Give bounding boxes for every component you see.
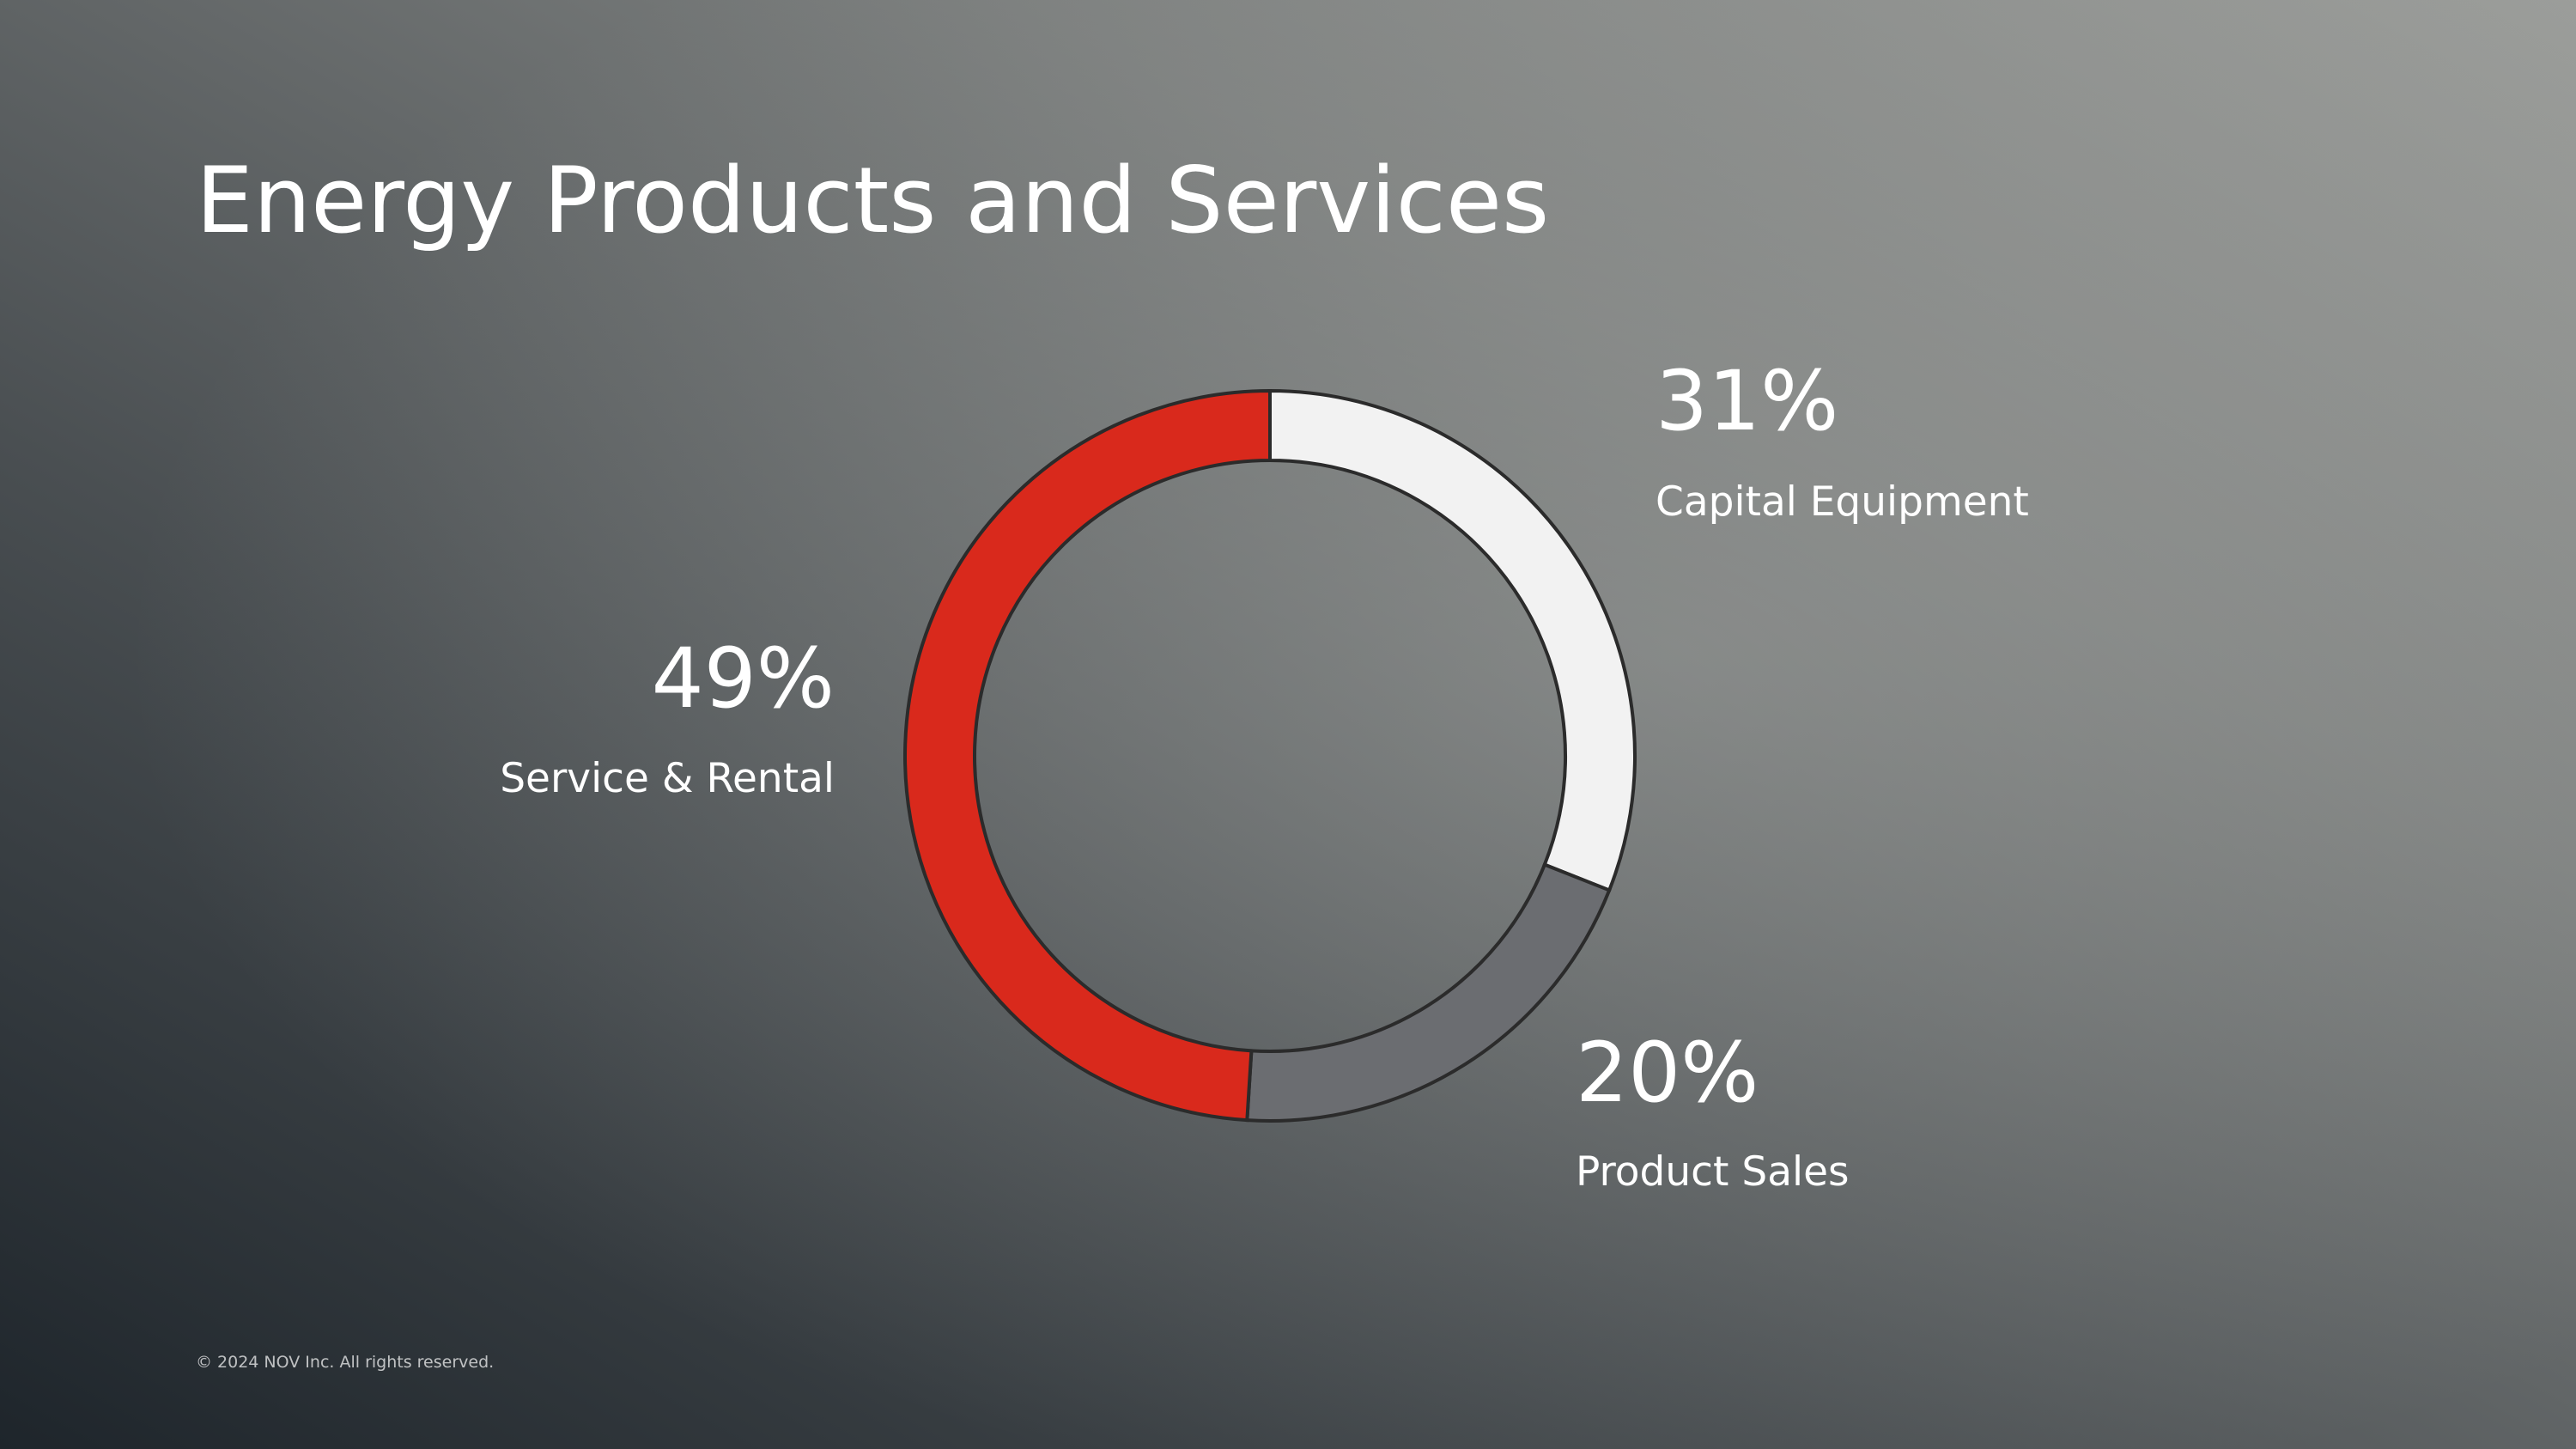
donut-segment: [1268, 388, 1637, 893]
category-label: Service & Rental: [500, 755, 835, 802]
value-label: 31%: [1656, 353, 1838, 449]
donut-segment: [903, 388, 1272, 1123]
category-label: Capital Equipment: [1656, 478, 2029, 526]
value-label: 20%: [1576, 1025, 1759, 1121]
footer: © 2024 NOV Inc. All rights reserved.: [196, 1353, 494, 1372]
value-label: 49%: [652, 630, 835, 727]
category-label: Product Sales: [1576, 1148, 1850, 1196]
slide-title: Energy Products and Services: [196, 148, 1549, 253]
